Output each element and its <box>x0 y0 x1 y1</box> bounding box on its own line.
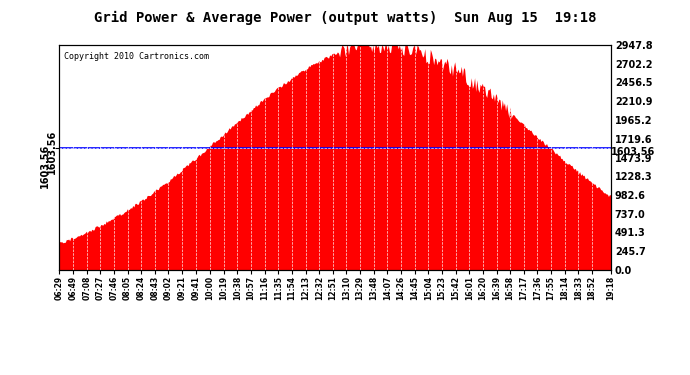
Text: 1603.56: 1603.56 <box>48 130 57 174</box>
Text: Grid Power & Average Power (output watts)  Sun Aug 15  19:18: Grid Power & Average Power (output watts… <box>94 11 596 26</box>
Text: 1603.56: 1603.56 <box>611 147 655 157</box>
Text: Copyright 2010 Cartronics.com: Copyright 2010 Cartronics.com <box>64 52 209 61</box>
